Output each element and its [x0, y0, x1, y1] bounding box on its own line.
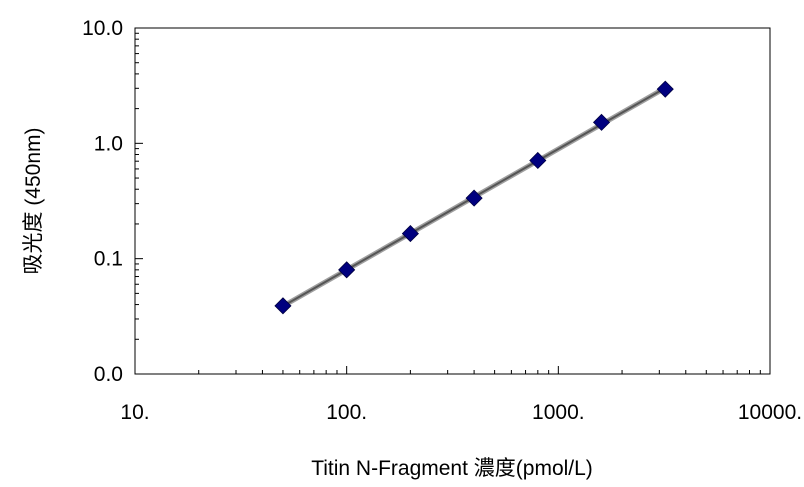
data-points [274, 80, 674, 315]
y-tick-labels: 0.0 0.1 1.0 10.0 [82, 17, 123, 386]
minor-ticks [134, 27, 771, 375]
x-tick-label: 100. [326, 401, 367, 424]
data-point [529, 151, 547, 170]
data-point [465, 189, 483, 207]
x-axis-title: Titin N-Fragment 濃度(pmol/L) [311, 457, 593, 480]
x-tick-labels: 10. 100. 1000. 10000. [120, 401, 802, 424]
data-point [656, 80, 674, 98]
y-axis-title: 吸光度 (450nm) [22, 127, 45, 274]
x-tick-label: 10000. [738, 401, 802, 424]
y-tick-label: 0.1 [94, 248, 123, 271]
y-tick-label: 1.0 [94, 132, 123, 155]
x-tick-label: 10. [120, 401, 149, 424]
y-tick-label: 10.0 [82, 17, 123, 40]
data-point [592, 113, 611, 131]
plot-area [134, 27, 771, 375]
data-point [401, 225, 419, 243]
x-tick-label: 1000. [532, 401, 585, 424]
data-point [274, 297, 292, 315]
data-point [338, 261, 356, 279]
y-tick-label: 0.0 [94, 363, 123, 386]
